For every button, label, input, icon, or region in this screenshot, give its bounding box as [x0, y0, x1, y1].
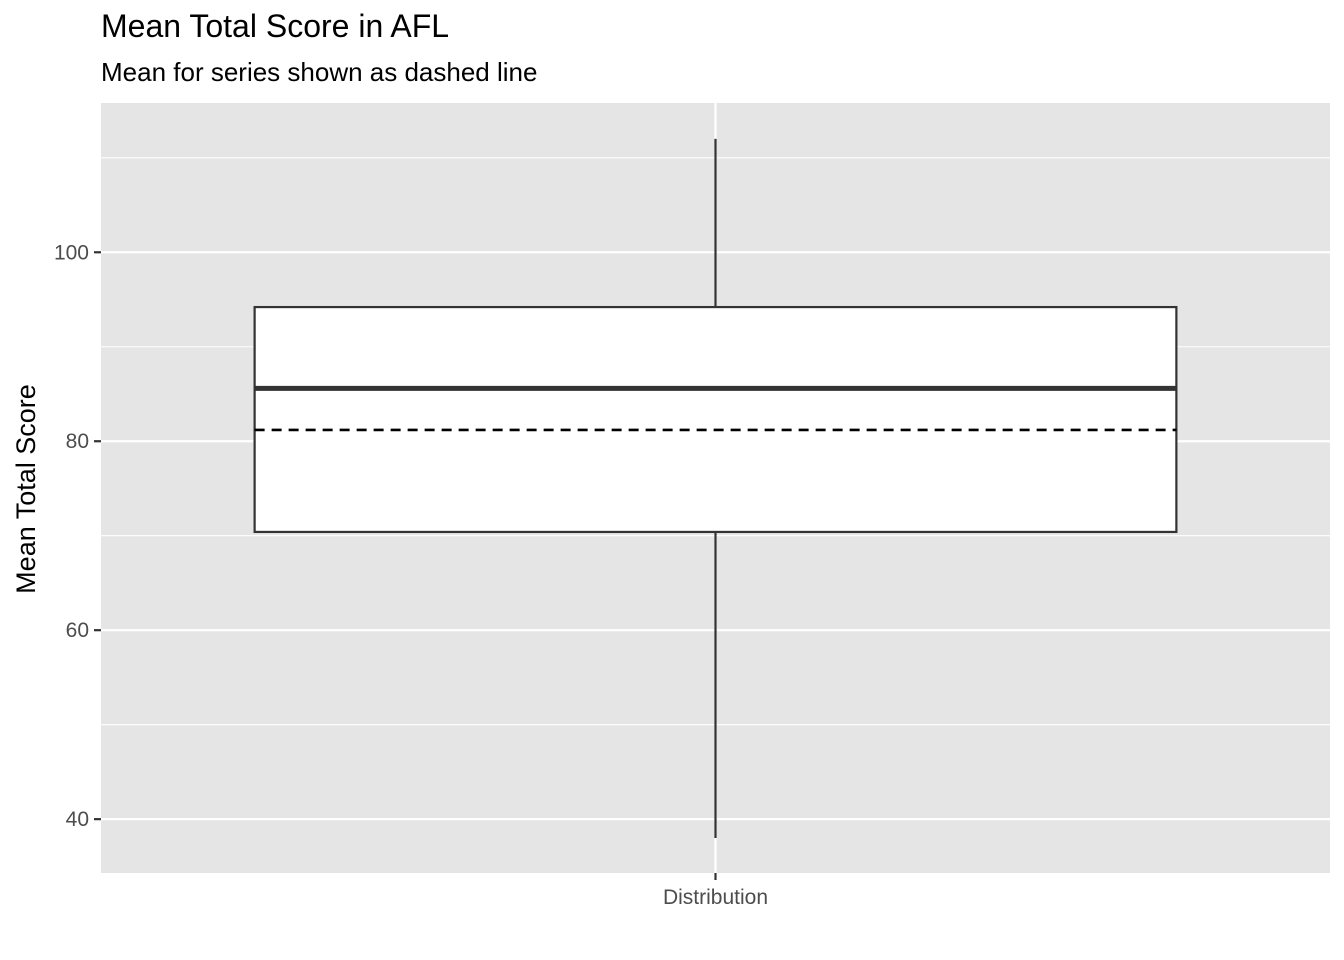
boxplot	[253, 138, 1178, 839]
chart-title: Mean Total Score in AFL	[101, 8, 450, 44]
y-tick-label: 100	[54, 241, 89, 264]
x-axis: Distribution	[663, 873, 768, 909]
y-axis-title: Mean Total Score	[11, 384, 41, 594]
y-axis: 40 60 80 100	[54, 241, 101, 831]
chart-subtitle: Mean for series shown as dashed line	[101, 57, 538, 87]
y-tick-label: 40	[66, 808, 89, 831]
y-tick-label: 80	[66, 430, 89, 453]
y-tick-label: 60	[66, 619, 89, 642]
x-tick-label: Distribution	[663, 886, 768, 909]
box-iqr	[253, 305, 1178, 534]
